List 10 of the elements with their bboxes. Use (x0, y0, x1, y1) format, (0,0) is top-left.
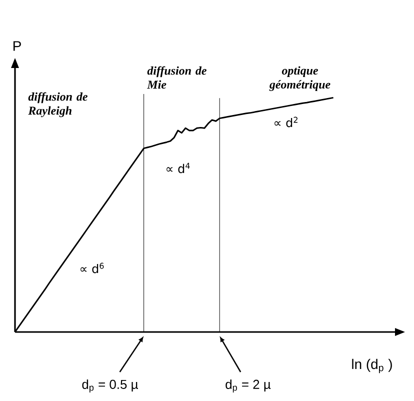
text: d$_{p}$ = 0.5 µ (82, 379, 138, 393)
text: optique géométrique (269, 66, 330, 91)
annotation: ∝ d$^{4}$ (166, 162, 190, 174)
y-axis-title: P (13, 41, 21, 51)
annotation: diffusion de Rayleigh (28, 92, 88, 118)
text: d$_{p}$ = 2 µ (226, 379, 271, 393)
text: diffusion de Mie (147, 66, 206, 89)
x-axis-title: ln (d$_{p}$ ) (352, 358, 392, 374)
annotation: ∝ d$^{6}$ (80, 262, 104, 274)
annotation: ∝ d$^{2}$ (274, 116, 298, 128)
